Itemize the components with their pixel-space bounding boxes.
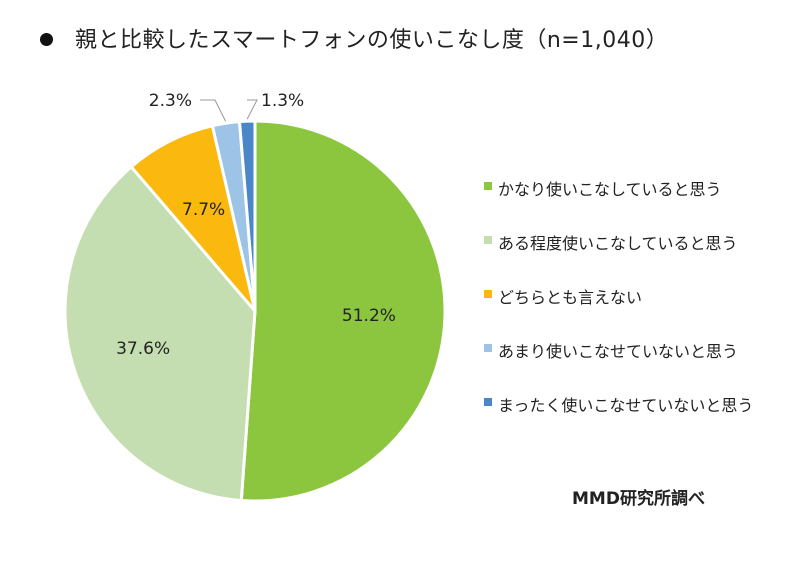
legend-label: かなり使いこなしていると思う (498, 180, 722, 199)
legend-swatch-icon (484, 236, 492, 244)
leader-line-5 (246, 99, 258, 120)
chart-title-text: 親と比較したスマートフォンの使いこなし度（n=1,040） (75, 28, 669, 53)
source-note: MMD研究所調べ (572, 489, 705, 509)
legend-item-4: あまり使いこなせていないと思う (484, 338, 753, 392)
chart-title: 親と比較したスマートフォンの使いこなし度（n=1,040） (40, 22, 668, 54)
legend-swatch-icon (484, 344, 492, 352)
pie-slice-1 (239, 119, 447, 503)
legend-label: あまり使いこなせていないと思う (498, 342, 739, 361)
legend-item-2: ある程度使いこなしていると思う (484, 230, 753, 284)
legend-item-1: かなり使いこなしていると思う (484, 176, 753, 230)
data-label-4: 2.3% (149, 91, 192, 111)
legend-swatch-icon (484, 182, 492, 190)
legend-label: まったく使いこなせていないと思う (498, 396, 754, 415)
legend-item-3: どちらとも言えない (484, 284, 753, 338)
legend-swatch-icon (484, 398, 492, 406)
pie-slice-5 (237, 119, 257, 312)
legend-label: ある程度使いこなしていると思う (498, 234, 738, 253)
legend-item-5: まったく使いこなせていないと思う (484, 392, 753, 446)
legend: かなり使いこなしていると思う ある程度使いこなしていると思う どちらとも言えないあま… (484, 176, 753, 446)
data-label-3: 7.7% (182, 200, 225, 220)
title-bullet-icon (40, 32, 53, 46)
data-label-5: 1.3% (261, 91, 304, 111)
data-label-2: 37.6% (116, 339, 170, 359)
pie-slice-2 (63, 164, 257, 503)
legend-swatch-icon (484, 290, 492, 298)
leader-line-4 (200, 99, 227, 122)
data-label-1: 51.2% (342, 306, 396, 326)
legend-label: どちらとも言えない (498, 288, 643, 307)
